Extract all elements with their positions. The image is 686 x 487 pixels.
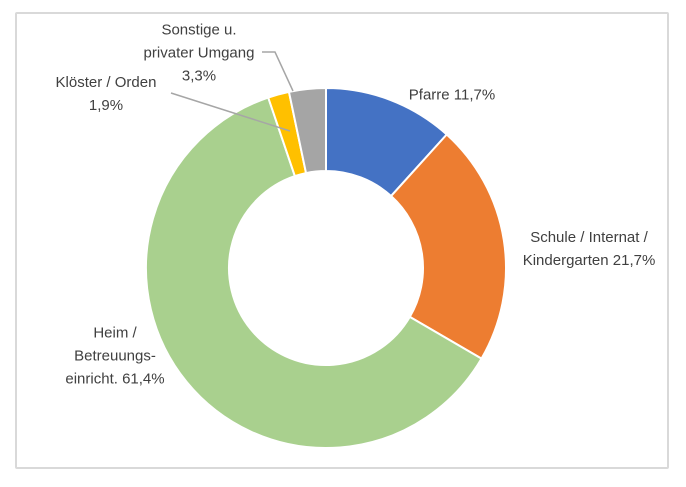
data-label-line: Klöster / Orden xyxy=(55,74,157,91)
data-label-line: einricht. 61,4% xyxy=(65,370,165,388)
data-label-line: Kindergarten 21,7% xyxy=(522,252,656,269)
donut-slice-heim[interactable] xyxy=(145,96,483,449)
donut-slices-group xyxy=(145,87,507,449)
leader-line-kloester xyxy=(170,92,291,132)
data-label-heim: Heim / Betreuungs- einricht. 61,4% xyxy=(65,322,164,391)
data-label-kloester: Klöster / Orden 1,9% xyxy=(56,71,157,117)
data-label-line: Sonstige u. xyxy=(161,21,237,39)
donut-slice-schule[interactable] xyxy=(390,133,507,360)
data-label-line: Betreuungs- xyxy=(74,347,156,365)
data-label-line: 1,9% xyxy=(88,97,124,114)
data-label-line: privater Umgang xyxy=(143,44,255,62)
data-label-schule: Schule / Internat / Kindergarten 21,7% xyxy=(523,226,656,272)
leader-line-sonstige xyxy=(262,51,294,92)
data-label-line: Heim / xyxy=(93,324,137,342)
data-label-line: 3,3% xyxy=(181,67,217,85)
data-label-pfarre: Pfarre 11,7% xyxy=(409,84,495,107)
data-label-line: Schule / Internat / xyxy=(530,229,648,246)
data-label-sonstige: Sonstige u. privater Umgang 3,3% xyxy=(144,19,255,88)
data-label-line: Pfarre 11,7% xyxy=(408,86,496,104)
donut-slice-sonstige[interactable] xyxy=(287,87,327,175)
